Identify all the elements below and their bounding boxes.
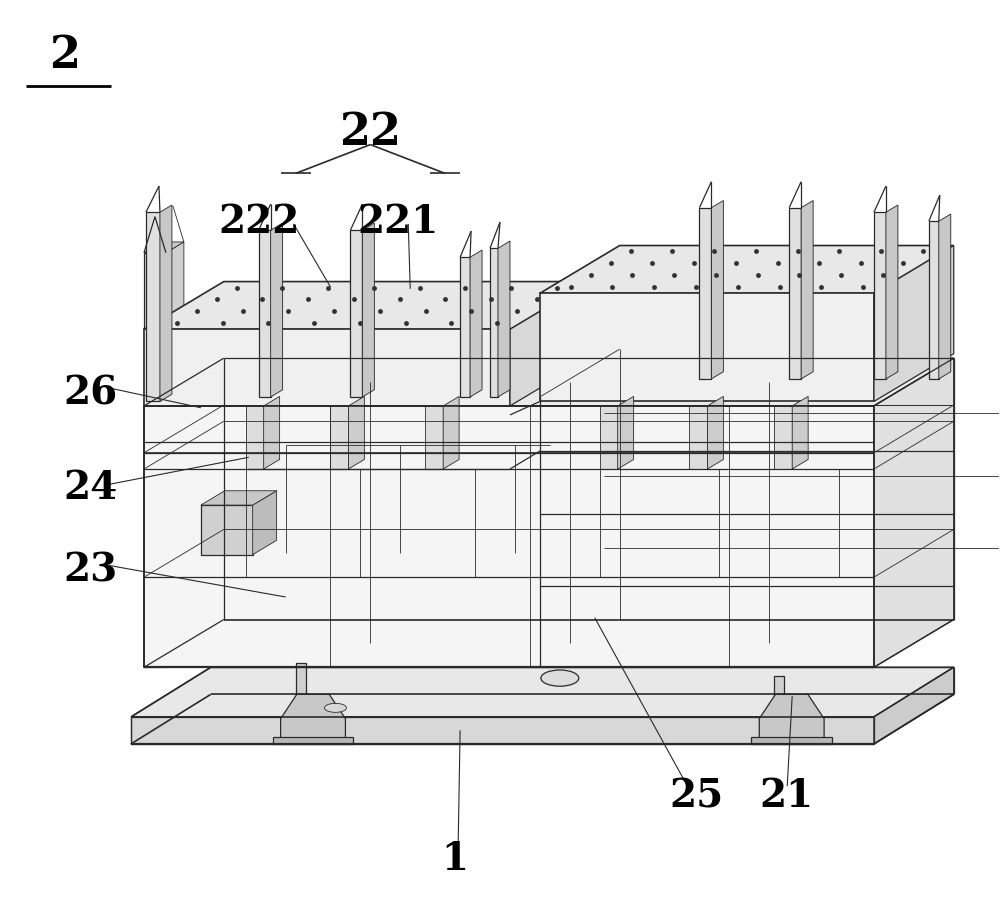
Polygon shape	[874, 247, 954, 402]
Polygon shape	[425, 406, 443, 470]
Polygon shape	[774, 676, 784, 735]
Text: 25: 25	[670, 777, 724, 815]
Polygon shape	[144, 330, 510, 406]
Polygon shape	[874, 667, 954, 744]
Text: 222: 222	[218, 203, 299, 241]
Polygon shape	[929, 222, 939, 379]
Polygon shape	[759, 694, 824, 740]
Polygon shape	[131, 667, 954, 717]
Polygon shape	[886, 206, 898, 379]
Text: 22: 22	[339, 110, 401, 154]
Polygon shape	[201, 491, 277, 506]
Polygon shape	[490, 249, 498, 397]
Polygon shape	[540, 247, 954, 294]
Polygon shape	[144, 406, 874, 667]
Ellipse shape	[541, 670, 579, 686]
Polygon shape	[789, 209, 801, 379]
Polygon shape	[166, 243, 184, 667]
Polygon shape	[131, 694, 954, 744]
Polygon shape	[264, 397, 280, 470]
Polygon shape	[498, 242, 510, 397]
Polygon shape	[774, 406, 792, 470]
Polygon shape	[160, 206, 172, 402]
Polygon shape	[689, 406, 707, 470]
Text: 24: 24	[63, 469, 117, 507]
Text: 21: 21	[759, 777, 813, 815]
Polygon shape	[144, 254, 166, 667]
Text: 26: 26	[63, 374, 117, 412]
Polygon shape	[146, 213, 160, 402]
Polygon shape	[144, 358, 954, 406]
Polygon shape	[348, 397, 364, 470]
Polygon shape	[460, 258, 470, 397]
Polygon shape	[281, 694, 345, 740]
Polygon shape	[792, 397, 808, 470]
Polygon shape	[443, 397, 459, 470]
Polygon shape	[246, 406, 264, 470]
Polygon shape	[707, 397, 723, 470]
Polygon shape	[144, 283, 590, 330]
Polygon shape	[131, 717, 874, 744]
Polygon shape	[259, 231, 271, 397]
Polygon shape	[939, 215, 951, 379]
Text: 1: 1	[442, 840, 469, 878]
Text: 221: 221	[358, 203, 439, 241]
Polygon shape	[201, 506, 253, 555]
Polygon shape	[470, 251, 482, 397]
Polygon shape	[540, 294, 874, 402]
Polygon shape	[330, 406, 348, 470]
Polygon shape	[362, 224, 374, 397]
Polygon shape	[600, 406, 618, 470]
Polygon shape	[144, 243, 184, 254]
Polygon shape	[618, 397, 634, 470]
Polygon shape	[296, 663, 306, 735]
Polygon shape	[271, 224, 283, 397]
Polygon shape	[273, 737, 353, 744]
Polygon shape	[711, 201, 723, 379]
Polygon shape	[253, 491, 277, 555]
Ellipse shape	[324, 703, 346, 712]
Text: 2: 2	[49, 34, 80, 77]
Polygon shape	[350, 231, 362, 397]
Polygon shape	[874, 213, 886, 379]
Polygon shape	[751, 737, 832, 744]
Polygon shape	[699, 209, 711, 379]
Polygon shape	[510, 283, 590, 406]
Polygon shape	[874, 358, 954, 667]
Text: 23: 23	[63, 552, 117, 590]
Polygon shape	[801, 201, 813, 379]
